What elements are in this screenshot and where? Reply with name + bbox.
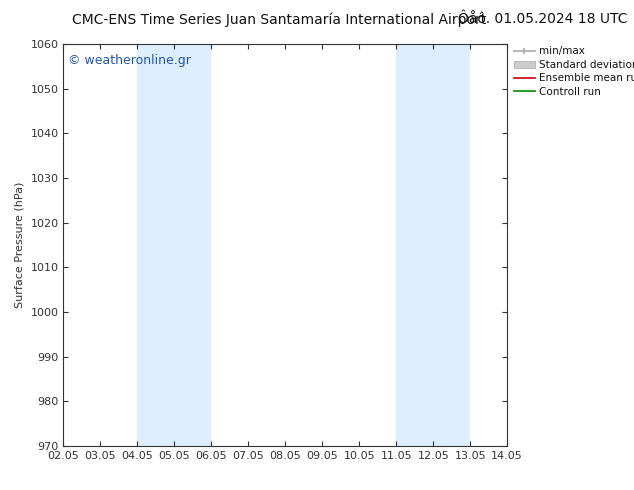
Text: Ôåô. 01.05.2024 18 UTC: Ôåô. 01.05.2024 18 UTC <box>458 12 628 26</box>
Bar <box>396 44 470 446</box>
Text: CMC-ENS Time Series Juan Santamaría International Airport: CMC-ENS Time Series Juan Santamaría Inte… <box>72 12 486 27</box>
Bar <box>138 44 211 446</box>
Legend: min/max, Standard deviation, Ensemble mean run, Controll run: min/max, Standard deviation, Ensemble me… <box>512 44 634 99</box>
Y-axis label: Surface Pressure (hPa): Surface Pressure (hPa) <box>15 182 25 308</box>
Text: © weatheronline.gr: © weatheronline.gr <box>68 54 191 67</box>
